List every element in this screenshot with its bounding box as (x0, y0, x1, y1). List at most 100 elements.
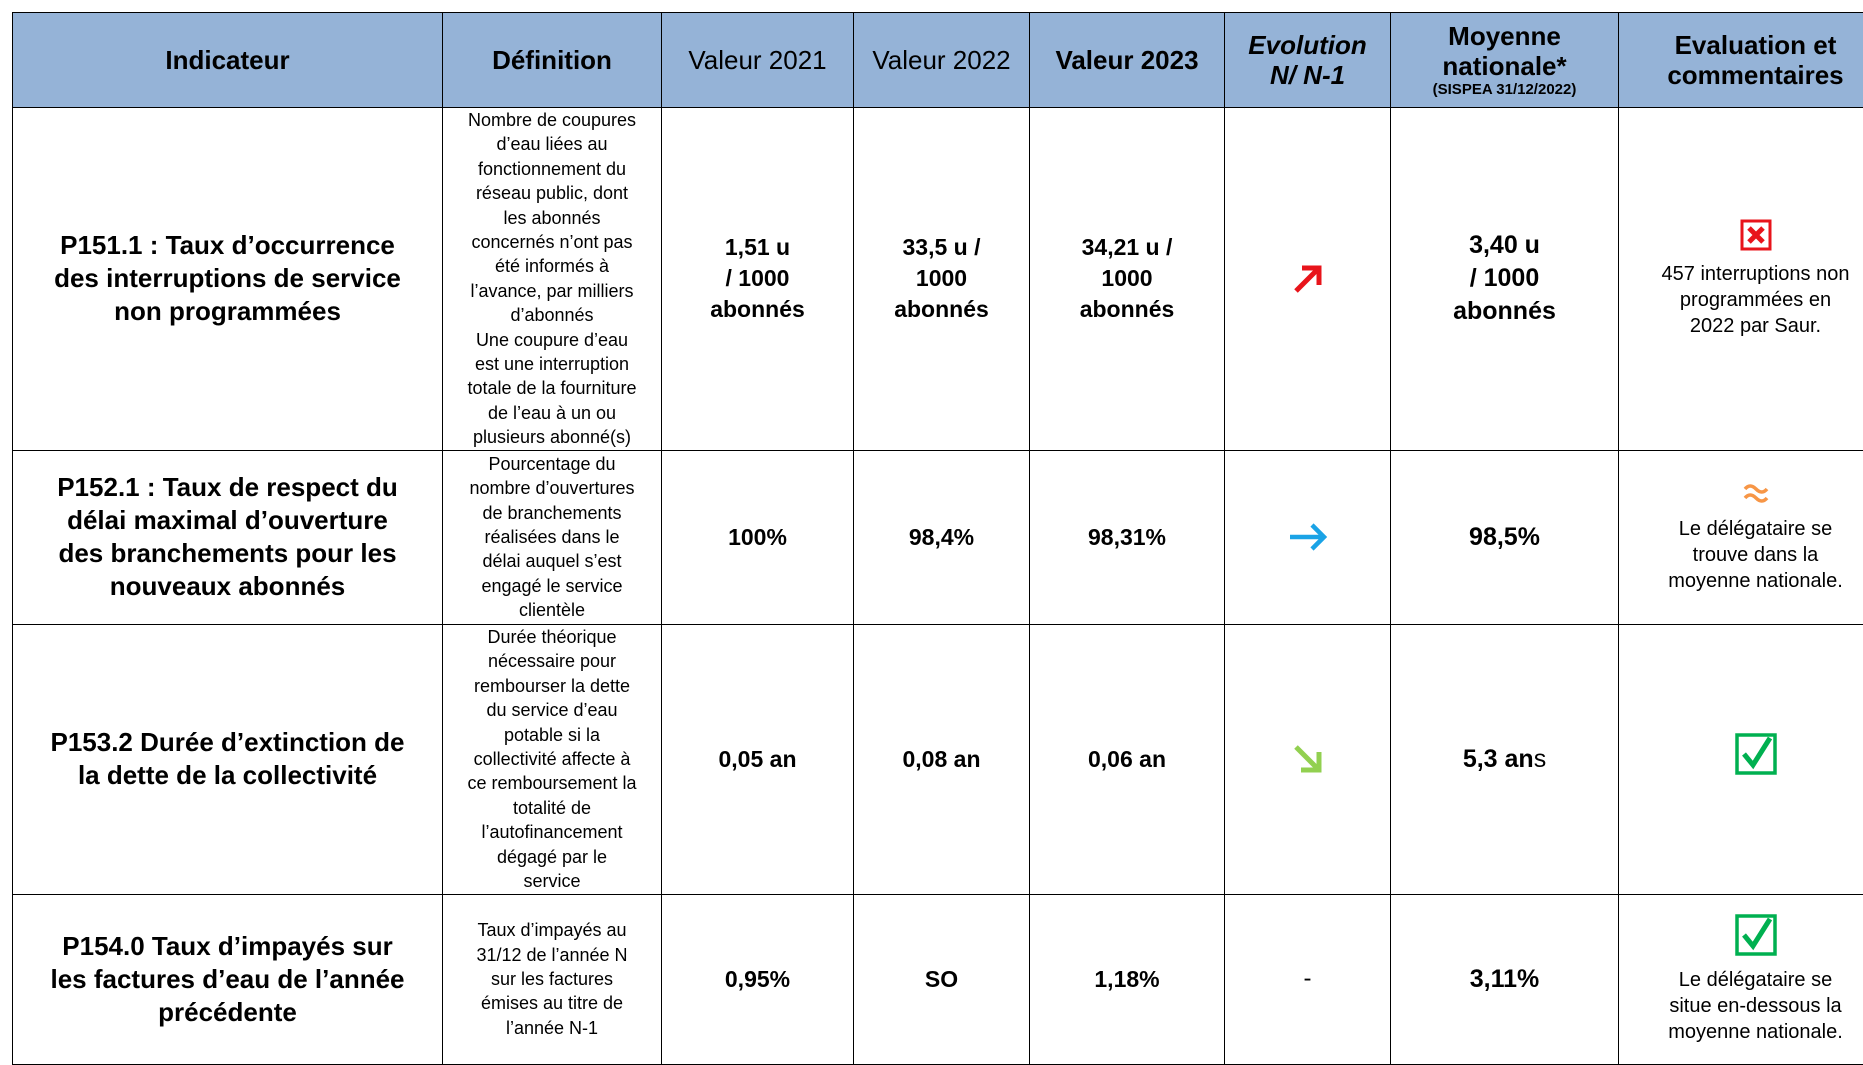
text-line: engagé le service (443, 574, 661, 598)
header-source: (SISPEA 31/12/2022) (1391, 81, 1618, 99)
text-line: des interruptions de service (13, 262, 442, 295)
header-cell: Définition (443, 13, 662, 108)
text-line: / 1000 (1391, 262, 1618, 295)
evaluation-icon (1619, 219, 1863, 251)
text-line: 98,31% (1030, 522, 1224, 553)
value-cell: 98,4% (854, 450, 1030, 624)
text-line: sur les factures (443, 967, 661, 991)
text-line: P152.1 : Taux de respect du (13, 471, 442, 504)
text-line: nombre d’ouvertures (443, 476, 661, 500)
text-line: des branchements pour les (13, 537, 442, 570)
text-line: totale de la fourniture (443, 376, 661, 400)
value-cell: 100% (662, 450, 854, 624)
text-line: Une coupure d’eau (443, 328, 661, 352)
text-line: situe en-dessous la (1619, 993, 1863, 1019)
text-line: 5,3 ans (1391, 743, 1618, 776)
header-row: Indicateur Définition Valeur 2021 Valeur… (13, 13, 1863, 108)
text-line: P153.2 Durée d’extinction de (13, 726, 442, 759)
header-cell: Valeur 2022 (854, 13, 1030, 108)
value-cell: 0,05 an (662, 624, 854, 894)
text-line: délai maximal d’ouverture (13, 504, 442, 537)
text-line: l’autofinancement (443, 820, 661, 844)
header-line: commentaires (1619, 60, 1863, 90)
text-line: 31/12 de l’année N (443, 943, 661, 967)
comment-cell (1619, 624, 1863, 894)
evolution-text: - (1225, 965, 1390, 993)
text-line: 98,4% (854, 522, 1029, 553)
national-average-cell: 5,3 ans (1391, 624, 1619, 894)
header-cell: Valeur 2021 (662, 13, 854, 108)
header-cell: Valeur 2023 (1030, 13, 1225, 108)
value-cell: 98,31% (1030, 450, 1225, 624)
text-line: nouveaux abonnés (13, 570, 442, 603)
evaluation-icon (1619, 913, 1863, 957)
text-line: potable si la (443, 723, 661, 747)
text-line: clientèle (443, 598, 661, 622)
text-line: nécessaire pour (443, 649, 661, 673)
evolution-arrow (1225, 739, 1390, 779)
text-line: 2022 par Saur. (1619, 313, 1863, 339)
text-line: moyenne nationale. (1619, 568, 1863, 594)
text-part: s (1534, 745, 1547, 773)
text-line: Taux d’impayés au (443, 918, 661, 942)
text-line: l’année N-1 (443, 1016, 661, 1040)
text-line: non programmées (13, 295, 442, 328)
text-line: 33,5 u / (854, 232, 1029, 263)
text-line: d’abonnés (443, 303, 661, 327)
text-line: 0,95% (662, 964, 853, 995)
text-line: les factures d’eau de l’année (13, 963, 442, 996)
text-line: abonnés (662, 294, 853, 325)
text-line: 1000 (1030, 263, 1224, 294)
text-line: 457 interruptions non (1619, 261, 1863, 287)
text-line: 0,05 an (662, 744, 853, 775)
text-line: abonnés (1030, 294, 1224, 325)
text-line: 1,51 u (662, 232, 853, 263)
text-line: service (443, 869, 661, 893)
text-line: 3,40 u (1391, 229, 1618, 262)
text-line: trouve dans la (1619, 542, 1863, 568)
text-line: 98,5% (1391, 521, 1618, 554)
indicator-table: Indicateur Définition Valeur 2021 Valeur… (12, 12, 1863, 1065)
text-line: collectivité affecte à (443, 747, 661, 771)
text-line: abonnés (1391, 295, 1618, 328)
text-line: abonnés (854, 294, 1029, 325)
evolution-arrow (1225, 519, 1390, 555)
evolution-cell (1225, 624, 1391, 894)
header-line: nationale* (1391, 51, 1618, 81)
text-line: Pourcentage du (443, 452, 661, 476)
text-line: 34,21 u / (1030, 232, 1224, 263)
value-cell: 0,08 an (854, 624, 1030, 894)
text-line: Le délégataire se (1619, 967, 1863, 993)
text-line: concernés n’ont pas (443, 230, 661, 254)
value-cell: 0,06 an (1030, 624, 1225, 894)
text-line: été informés à (443, 254, 661, 278)
text-line: l’avance, par milliers (443, 279, 661, 303)
text-line: SO (854, 964, 1029, 995)
header-line: Evolution (1225, 30, 1390, 60)
header-cell: Indicateur (13, 13, 443, 108)
text-line: 1000 (854, 263, 1029, 294)
text-line: émises au titre de (443, 991, 661, 1015)
text-line: la dette de la collectivité (13, 759, 442, 792)
text-line: totalité de (443, 796, 661, 820)
text-part: 5,3 an (1463, 745, 1534, 773)
text-line: de branchements (443, 501, 661, 525)
text-line: ce remboursement la (443, 771, 661, 795)
header-line: Evaluation et (1619, 30, 1863, 60)
text-line: programmées en (1619, 287, 1863, 313)
evolution-cell (1225, 450, 1391, 624)
evolution-arrow (1225, 259, 1390, 299)
text-line: dégagé par le (443, 845, 661, 869)
text-line: 3,11% (1391, 963, 1618, 996)
text-line: 0,06 an (1030, 744, 1224, 775)
text-line: Le délégataire se (1619, 516, 1863, 542)
